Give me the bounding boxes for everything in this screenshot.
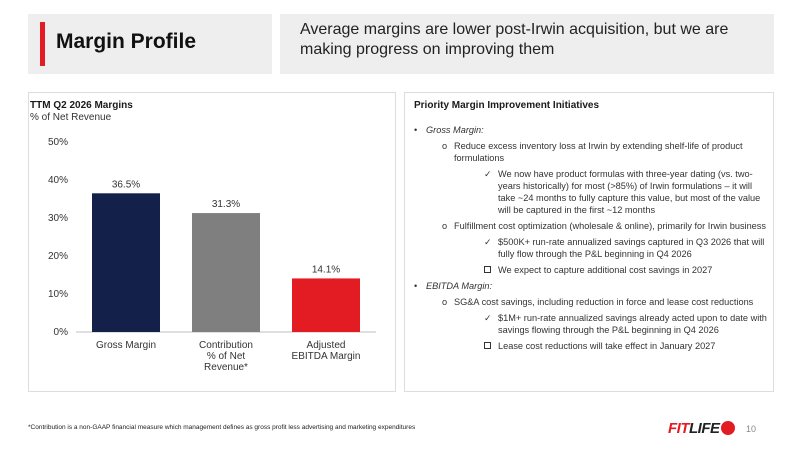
- hollow-bullet-icon: o: [442, 221, 448, 231]
- initiative-text: EBITDA Margin:: [426, 281, 493, 291]
- initiative-text: SG&A cost savings, including reduction i…: [454, 297, 754, 307]
- title-accent-bar: [40, 22, 45, 66]
- initiatives-list: Gross Margin: o Reduce excess inventory lo…: [414, 124, 770, 356]
- logo-fit-text: FIT: [668, 419, 690, 437]
- initiatives-title: Priority Margin Improvement Initiatives: [414, 100, 600, 111]
- page-number: 10: [746, 424, 757, 434]
- initiative-text: We expect to capture additional cost sav…: [498, 265, 713, 275]
- page-title: Margin Profile: [56, 30, 197, 53]
- category-label: Revenue*: [204, 362, 248, 373]
- category-label: % of Net: [207, 351, 246, 362]
- chart-subtitle: % of Net Revenue: [30, 112, 112, 123]
- y-tick-label: 50%: [48, 137, 68, 148]
- margin-bar-chart: 0% 10% 20% 30% 40% 50% 36.5% Gross Margin 31.3% C…: [48, 137, 376, 373]
- initiative-detail: Lease cost reductions will take effect i…: [414, 340, 770, 352]
- hollow-bullet-icon: o: [442, 141, 448, 151]
- initiative-text: Gross Margin:: [426, 125, 484, 135]
- y-tick-label: 30%: [48, 213, 68, 224]
- initiative-detail: ✓ We now have product formulas with three…: [414, 168, 770, 216]
- initiative-detail: ✓ $1M+ run-rate annualized savings alread…: [414, 312, 770, 336]
- category-label: Adjusted: [307, 340, 346, 351]
- initiative-text: $500K+ run-rate annualized savings captu…: [498, 237, 765, 259]
- checkmark-icon: ✓: [484, 237, 492, 247]
- fitlife-logo: FIT LIFE: [668, 419, 735, 437]
- subtitle-box: [280, 14, 774, 74]
- footnote: *Contribution is a non-GAAP financial me…: [28, 424, 416, 431]
- initiative-item: o SG&A cost savings, including reduction …: [414, 296, 770, 308]
- hollow-bullet-icon: o: [442, 297, 448, 307]
- category-label: EBITDA Margin: [292, 351, 361, 362]
- logo-badge-icon: [720, 421, 735, 435]
- y-tick-label: 20%: [48, 251, 68, 262]
- initiative-item: o Fulfillment cost optimization (wholesal…: [414, 220, 770, 232]
- initiatives-panel: [404, 92, 774, 392]
- checkmark-icon: ✓: [484, 169, 492, 179]
- data-label: 36.5%: [112, 179, 140, 190]
- page-subtitle: Average margins are lower post-Irwin acq…: [300, 21, 729, 58]
- logo-life-text: LIFE: [689, 419, 720, 437]
- category-label: Contribution: [199, 340, 253, 351]
- checkbox-icon: [484, 264, 491, 276]
- initiative-text: Lease cost reductions will take effect i…: [498, 341, 716, 351]
- category-label: Gross Margin: [96, 340, 156, 351]
- initiative-text: $1M+ run-rate annualized savings already…: [498, 313, 767, 335]
- bar: [92, 193, 160, 332]
- initiative-text: Fulfillment cost optimization (wholesale…: [454, 221, 766, 231]
- data-label: 14.1%: [312, 264, 340, 275]
- initiative-text: Reduce excess inventory loss at Irwin by…: [454, 141, 743, 163]
- y-tick-label: 40%: [48, 175, 68, 186]
- initiative-detail: ✓ $500K+ run-rate annualized savings capt…: [414, 236, 770, 260]
- initiative-heading: EBITDA Margin:: [414, 280, 770, 292]
- initiative-text: We now have product formulas with three-…: [498, 169, 761, 215]
- initiative-heading: Gross Margin:: [414, 124, 770, 136]
- chart-title: TTM Q2 2026 Margins: [30, 100, 133, 111]
- bar: [292, 278, 360, 332]
- checkbox-icon: [484, 340, 491, 352]
- data-label: 31.3%: [212, 199, 240, 210]
- title-box: [28, 14, 272, 74]
- y-tick-label: 10%: [48, 289, 68, 300]
- initiative-item: o Reduce excess inventory loss at Irwin b…: [414, 140, 770, 164]
- checkmark-icon: ✓: [484, 313, 492, 323]
- initiative-detail: We expect to capture additional cost sav…: [414, 264, 770, 276]
- y-tick-label: 0%: [54, 327, 69, 338]
- bar: [192, 213, 260, 332]
